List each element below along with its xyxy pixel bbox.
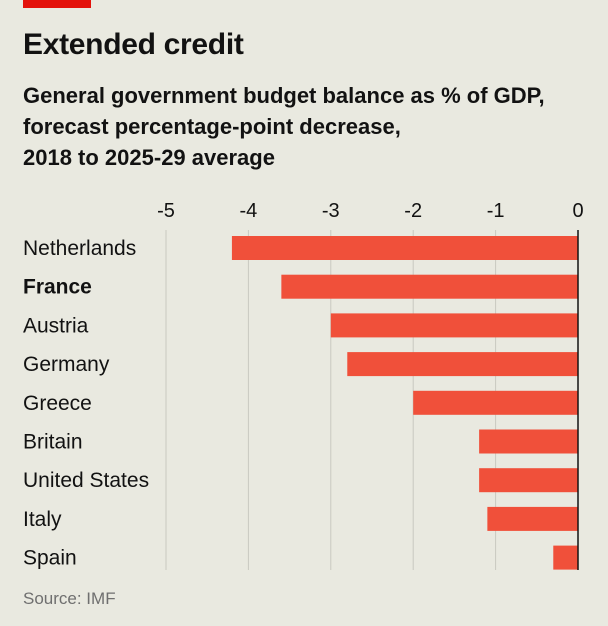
x-tick-label: -3 [322, 200, 340, 222]
x-tick-label: -4 [240, 200, 258, 222]
chart-title: Extended credit [23, 28, 244, 61]
brand-red-tag [23, 0, 91, 8]
category-label: Germany [23, 353, 110, 376]
subtitle-line-3: 2018 to 2025-29 average [23, 145, 275, 170]
bar [231, 236, 579, 260]
source-note: Source: IMF [23, 589, 116, 608]
bar-chart: -5 -4 -3 -2 -1 0 Netherlands France Austria Germa… [23, 200, 584, 570]
bar [330, 313, 578, 338]
category-label: Italy [23, 508, 62, 531]
x-tick-label: -5 [157, 200, 175, 222]
chart-subtitle: General government budget balance as % o… [23, 80, 598, 173]
bar [487, 506, 578, 531]
bar [413, 390, 578, 415]
bar [347, 352, 578, 377]
x-tick-label: -2 [404, 200, 422, 222]
category-label: Greece [23, 392, 92, 415]
subtitle-line-1: General government budget balance as % o… [23, 83, 545, 108]
bar [553, 545, 578, 570]
subtitle-line-2: forecast percentage-point decrease, [23, 114, 401, 139]
category-label: Britain [23, 431, 83, 454]
category-label: France [23, 276, 92, 299]
bar [281, 274, 578, 299]
bar [479, 468, 578, 493]
category-label: Netherlands [23, 237, 136, 260]
category-label: United States [23, 469, 149, 492]
bar [479, 429, 578, 454]
x-tick-label: 0 [572, 200, 583, 222]
category-label: Austria [23, 314, 89, 337]
x-tick-label: -1 [487, 200, 505, 222]
category-label: Spain [23, 547, 77, 570]
